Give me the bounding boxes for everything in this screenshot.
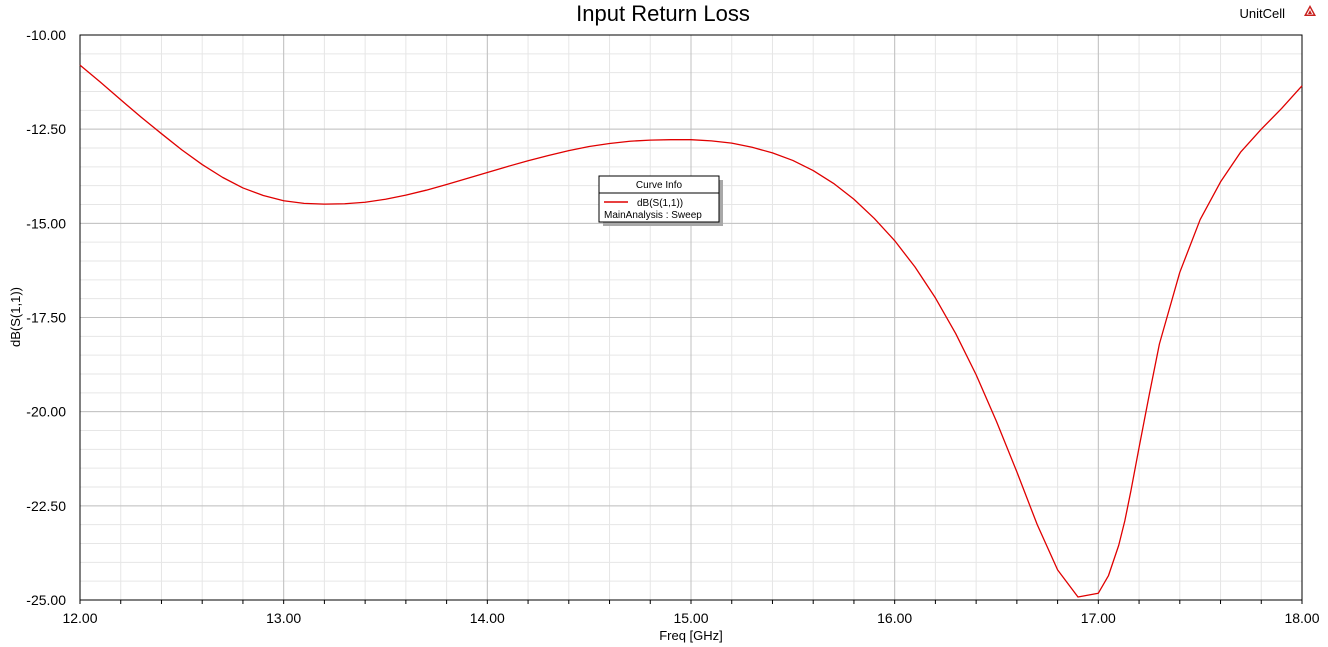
y-tick-label: -22.50 <box>26 498 66 514</box>
major-gridlines <box>79 34 1303 601</box>
y-tick-labels: -10.00 -12.50 -15.00 -17.50 -20.00 -22.50 -25.… <box>26 27 66 608</box>
x-axis-label: Freq [GHz] <box>659 628 723 643</box>
y-tick-label: -12.50 <box>26 121 66 137</box>
legend-entry-subtitle: MainAnalysis : Sweep <box>604 210 702 221</box>
y-tick-label: -10.00 <box>26 27 66 43</box>
x-tick-label: 12.00 <box>62 610 97 626</box>
chart-title: Input Return Loss <box>576 1 750 26</box>
legend-box <box>598 175 720 223</box>
x-tick-label: 18.00 <box>1284 610 1319 626</box>
y-tick-label: -20.00 <box>26 404 66 420</box>
y-tick-label: -25.00 <box>26 592 66 608</box>
x-tick-label: 17.00 <box>1081 610 1116 626</box>
x-tick-label: 13.00 <box>266 610 301 626</box>
y-tick-label: -17.50 <box>26 310 66 326</box>
legend-title: Curve Info <box>636 180 683 191</box>
x-tick-label: 16.00 <box>877 610 912 626</box>
legend[interactable]: Curve Info dB(S(1,1)) MainAnalysis : Swe… <box>598 175 723 226</box>
y-tick-label: -15.00 <box>26 215 66 231</box>
ansys-logo-icon <box>1304 5 1316 16</box>
y-axis-label: dB(S(1,1)) <box>8 287 23 347</box>
x-tick-labels: 12.00 13.00 14.00 15.00 16.00 17.00 18.00 <box>62 610 1319 626</box>
project-name: UnitCell <box>1239 6 1285 21</box>
series-line <box>79 64 1303 598</box>
legend-entry-name: dB(S(1,1)) <box>637 198 683 209</box>
x-tick-label: 14.00 <box>470 610 505 626</box>
x-tick-label: 15.00 <box>673 610 708 626</box>
series-layer <box>79 64 1303 598</box>
x-minor-ticks <box>79 600 1303 604</box>
